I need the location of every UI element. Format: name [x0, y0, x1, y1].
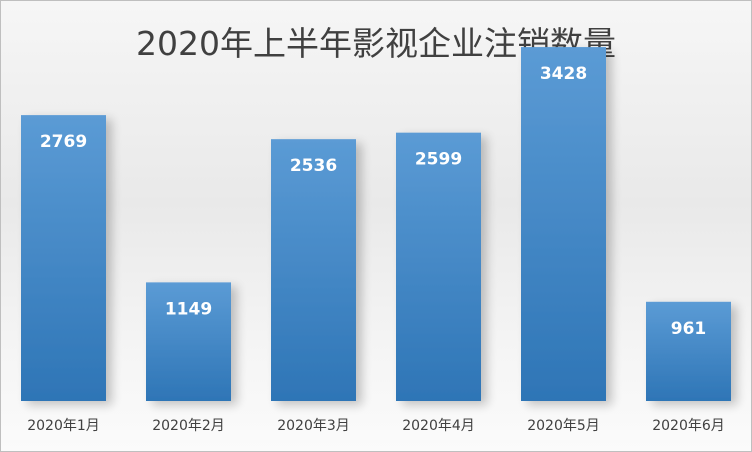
- x-tick-label-5: 2020年5月: [527, 418, 600, 434]
- data-label-1: 2769: [40, 132, 87, 152]
- x-tick-label-4: 2020年4月: [402, 418, 475, 434]
- data-label-3: 2536: [290, 156, 337, 176]
- bars-layer: [21, 47, 731, 402]
- x-axis-ticks: 2020年1月 2020年2月 2020年3月 2020年4月 2020年5月 2020年…: [27, 418, 725, 434]
- bar-5: [521, 47, 606, 402]
- x-tick-label-3: 2020年3月: [277, 418, 350, 434]
- data-labels-layer: 2769 1149 2536 2599 3428 961: [40, 64, 706, 339]
- data-label-2: 1149: [165, 299, 212, 319]
- data-label-5: 3428: [540, 64, 587, 84]
- bar-2: [146, 282, 231, 401]
- bar-6: [646, 301, 731, 401]
- x-tick-label-2: 2020年2月: [152, 418, 225, 434]
- bar-3: [271, 139, 356, 401]
- bar-1: [21, 115, 106, 402]
- bar-4: [396, 132, 481, 401]
- x-tick-label-6: 2020年6月: [652, 418, 725, 434]
- data-label-4: 2599: [415, 150, 462, 170]
- data-label-6: 961: [671, 319, 707, 339]
- x-tick-label-1: 2020年1月: [27, 418, 100, 434]
